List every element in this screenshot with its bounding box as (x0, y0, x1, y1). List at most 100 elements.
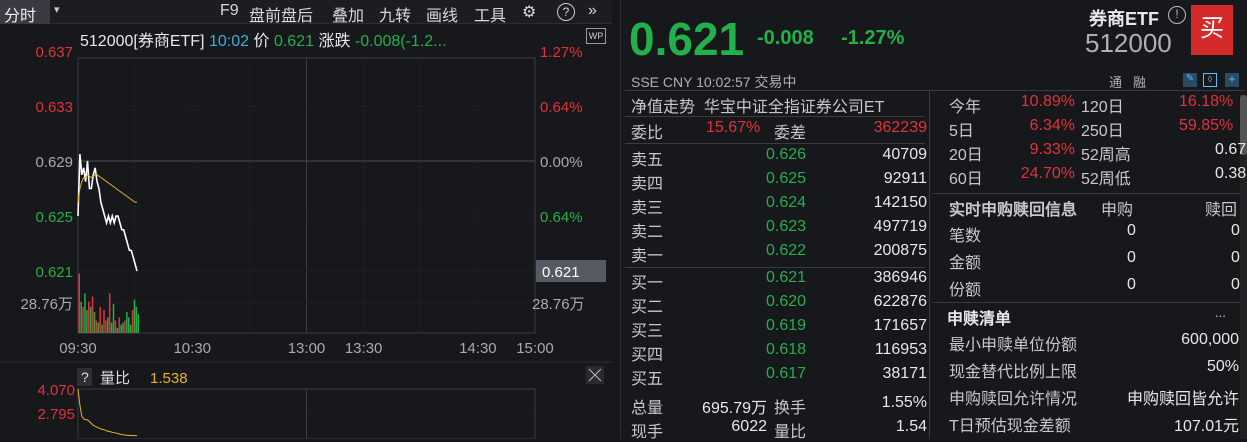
toolbar-draw[interactable]: 画线 (426, 8, 459, 25)
y-tick-left: 0.633 (35, 99, 73, 116)
total-volume-label: 总量 (631, 400, 664, 417)
ask-price: 0.622 (766, 242, 807, 259)
ask-row[interactable]: 卖三 0.624 142150 (631, 194, 927, 218)
volume-bar (126, 312, 128, 333)
ask-price: 0.625 (766, 170, 807, 187)
ask-label: 卖二 (631, 224, 664, 241)
realtime-redeem: 0 (1231, 276, 1240, 293)
edit-icon[interactable]: ✎ (1183, 73, 1197, 87)
scrollbar[interactable] (1240, 95, 1247, 439)
change-label: 涨跌 (318, 33, 351, 50)
ask-label: 卖一 (631, 248, 664, 265)
volume-label-left: 28.76万 (20, 296, 73, 313)
chart-toolbar: 分时 ▾ F9 盘前盘后 叠加 九转 画线 工具 ⚙ ? » (0, 0, 612, 25)
volume-bar (99, 306, 101, 333)
ask-row[interactable]: 卖二 0.623 497719 (631, 218, 927, 242)
bid-row[interactable]: 买五 0.617 38171 (631, 365, 927, 389)
realtime-row: 笔数 0 0 (949, 222, 1245, 246)
list-label: T日预估现金差额 (949, 418, 1071, 435)
toolbar-f9[interactable]: F9 (220, 2, 239, 19)
y-tick-left: 0.621 (35, 264, 73, 281)
volume-bar (88, 301, 90, 333)
add-icon[interactable]: + (1225, 73, 1239, 87)
volume-bar (80, 301, 82, 333)
volume-bar (110, 322, 113, 333)
price-line (77, 154, 138, 272)
list-label: 最小申赎单位份额 (949, 337, 1078, 354)
volume-bar (78, 273, 80, 333)
x-tick: 13:30 (345, 340, 383, 357)
stat-value: 0.38 (1215, 165, 1247, 182)
average-price-line (77, 174, 138, 203)
realtime-subscribe: 0 (1127, 249, 1136, 266)
toolbar-tools[interactable]: 工具 (474, 8, 507, 25)
stat-value: 24.70% (1020, 165, 1075, 182)
volume-bar (107, 317, 109, 333)
total-volume: 695.79万 (702, 400, 767, 417)
bid-volume: 622876 (873, 293, 927, 310)
toolbar-overlay[interactable]: 叠加 (332, 8, 365, 25)
volume-ratio-label: 量比 (100, 370, 130, 387)
wp-icon[interactable]: WP (586, 28, 606, 44)
volume-bar (135, 306, 138, 333)
volume-bar (112, 303, 115, 333)
current-price-tag (536, 260, 606, 282)
ask-row[interactable]: 卖一 0.622 200875 (631, 242, 927, 266)
y-tick-right: 0.64% (540, 209, 583, 226)
double-chevron-right-icon[interactable]: » (588, 2, 597, 19)
price-label: 价 (253, 33, 270, 50)
volume-bar (129, 324, 132, 333)
ask-row[interactable]: 卖五 0.626 40709 (631, 146, 927, 170)
tab-fenshi[interactable]: 分时 (0, 0, 50, 25)
volume-bar (105, 320, 107, 333)
realtime-title: 实时申购赎回信息 (949, 202, 1078, 219)
current-hand: 6022 (731, 418, 767, 435)
dropdown-icon[interactable]: ▾ (54, 4, 60, 16)
help-icon (77, 368, 92, 386)
volume-bar (89, 306, 92, 333)
bid-row[interactable]: 买二 0.620 622876 (631, 293, 927, 317)
realtime-row: 金额 0 0 (949, 249, 1245, 273)
volume-ratio-value: 1.54 (895, 418, 927, 435)
bid-volume: 38171 (882, 365, 928, 382)
stat-label: 60日 (949, 171, 983, 188)
volume-bar (97, 322, 100, 333)
y-tick-right: 1.27% (540, 44, 583, 61)
volume-ratio-value: 1.538 (150, 370, 188, 387)
volume-bar (137, 314, 140, 333)
volume-bar (86, 310, 88, 333)
stat-row: 20日 9.33% 52周高 0.67 (949, 141, 1246, 165)
bid-volume: 171657 (873, 317, 927, 334)
weibi-value: 15.67% (706, 119, 761, 136)
volume-ratio-line (77, 388, 138, 437)
help-icon[interactable]: ? (557, 3, 575, 21)
bid-row[interactable]: 买一 0.621 386946 (631, 269, 927, 293)
bid-row[interactable]: 买三 0.619 171657 (631, 317, 927, 341)
current-price-tag-text: 0.621 (542, 264, 580, 281)
volume-ratio-label: 量比 (774, 424, 807, 441)
fund-full-name: 华宝中证全指证券公司ET (703, 99, 885, 116)
weicha-label: 委差 (774, 125, 807, 142)
toolbar-premarket[interactable]: 盘前盘后 (249, 8, 314, 25)
list-more-button[interactable]: ... (1215, 305, 1226, 320)
stat-label: 今年 (949, 99, 982, 116)
bid-label: 买一 (631, 275, 664, 292)
bid-volume: 386946 (873, 269, 927, 286)
toolbar-nine-turn[interactable]: 九转 (379, 8, 412, 25)
x-tick: 10:30 (173, 340, 211, 357)
nav-trend-tab[interactable]: 净值走势 (631, 99, 696, 116)
ask-volume: 92911 (883, 170, 927, 187)
buy-button[interactable]: 买 (1191, 5, 1233, 55)
bell-icon[interactable]: ◊ (1203, 73, 1217, 87)
ask-row[interactable]: 卖四 0.625 92911 (631, 170, 927, 194)
x-tick: 14:30 (459, 340, 497, 357)
bid-volume: 116953 (874, 341, 927, 358)
tong-label: 通 (1109, 75, 1123, 90)
bid-label: 买五 (631, 371, 664, 388)
gear-icon[interactable]: ⚙ (522, 4, 537, 21)
alert-icon[interactable]: ! (1168, 6, 1186, 24)
bid-row[interactable]: 买四 0.618 116953 (631, 341, 927, 365)
weicha-value: 362239 (873, 119, 927, 136)
volume-bar (93, 312, 96, 333)
ask-volume: 200875 (873, 242, 927, 259)
